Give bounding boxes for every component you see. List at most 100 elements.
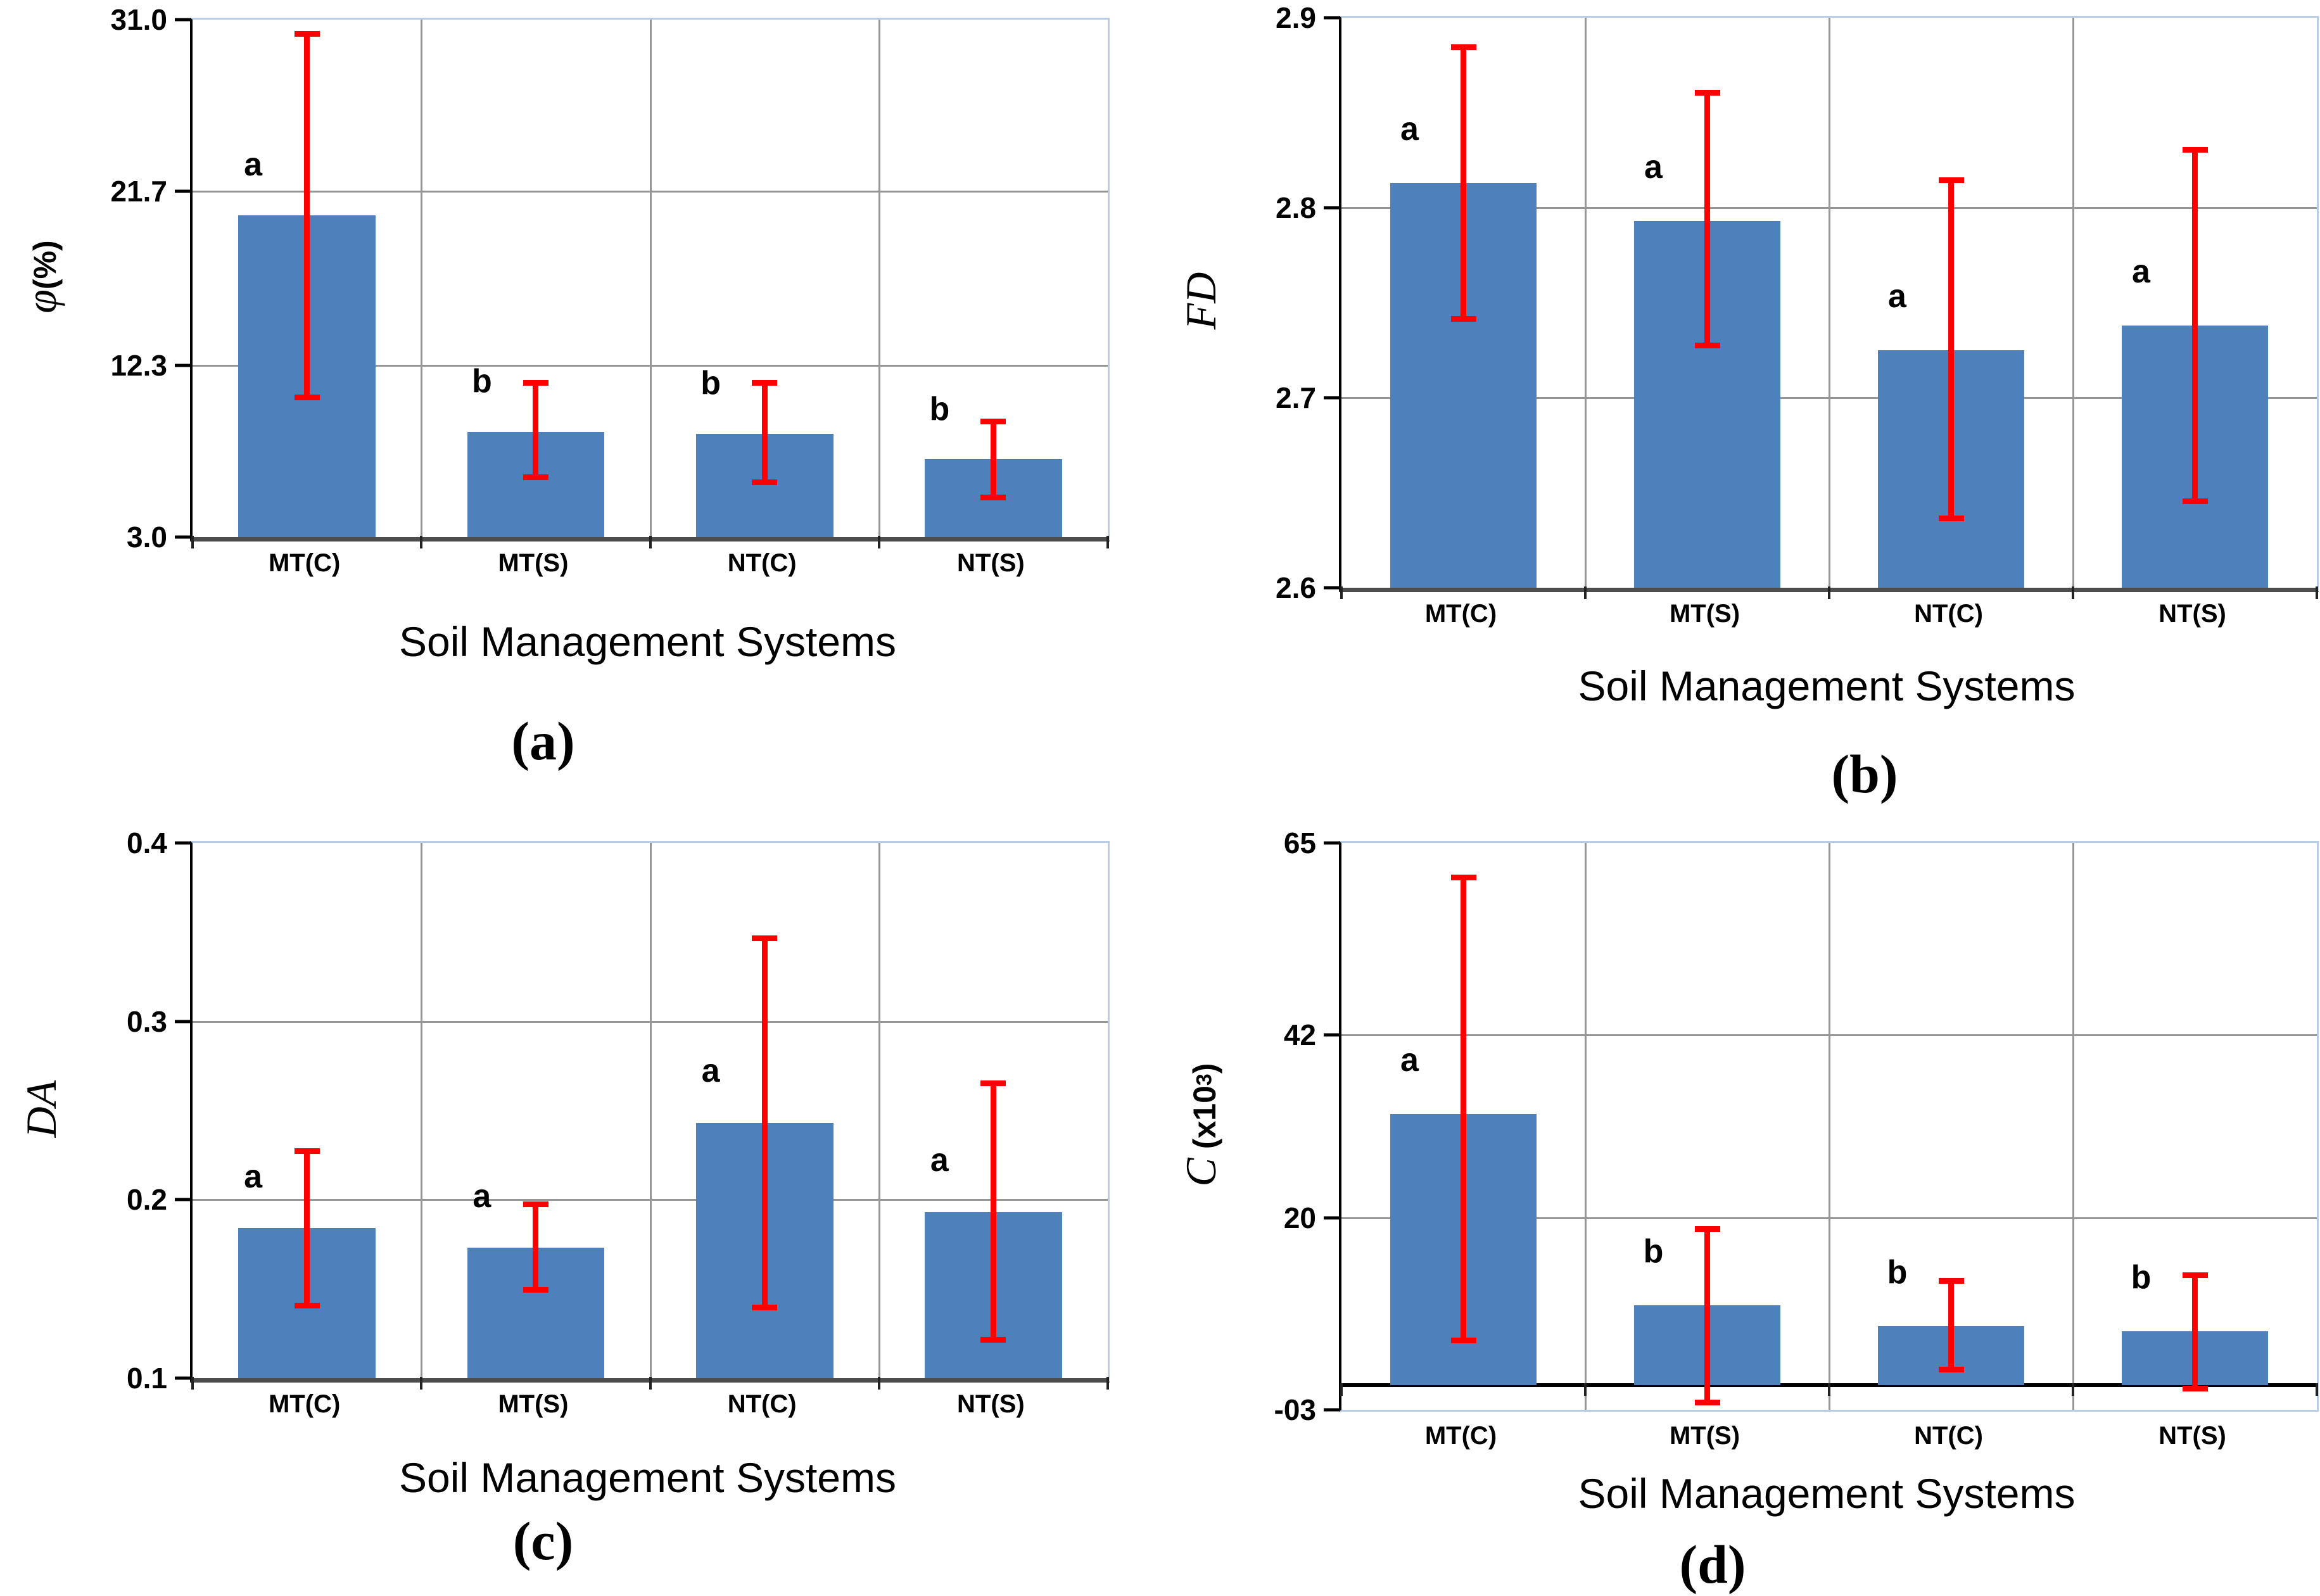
x-category-labels: MT(C) MT(S) NT(C) NT(S) [190, 1390, 1105, 1428]
x-tick-mark [1106, 1377, 1109, 1390]
error-bar [533, 379, 539, 480]
error-bar-top-cap [2182, 1272, 2208, 1278]
y-tick-mark [1324, 841, 1340, 845]
significance-letter: b [2131, 1259, 2152, 1296]
x-tick-mark [420, 536, 423, 548]
error-bar [533, 1201, 539, 1293]
error-bar-top-cap [2182, 147, 2208, 153]
x-tick-mark [1828, 586, 1830, 599]
error-bar-top-cap [294, 30, 320, 37]
category-separator-line [1585, 18, 1587, 588]
y-tick-label: 2.7 [1276, 381, 1316, 414]
error-bar [2192, 1272, 2198, 1392]
error-bar [1948, 1278, 1954, 1372]
y-tick-mark [175, 1376, 191, 1380]
error-bar-bottom-cap [752, 479, 778, 486]
error-bar-top-cap [1938, 1278, 1964, 1284]
significance-letter: b [1643, 1233, 1664, 1270]
y-tick-label: 65 [1283, 826, 1316, 859]
y-tick-label: 42 [1283, 1018, 1316, 1051]
category-label: NT(S) [2158, 600, 2226, 628]
significance-letter: a [701, 1053, 720, 1090]
significance-letter: a [930, 1142, 949, 1179]
chart-panel-b: FD 2.9 2.8 2.7 2.6 a a a a MT(C) MT(S) NT(C) NT(S)… [1160, 0, 2320, 804]
x-axis-title: Soil Management Systems [1578, 662, 2076, 709]
category-label: NT(S) [957, 549, 1025, 577]
error-bar-bottom-cap [1450, 315, 1476, 322]
category-separator-line [421, 20, 423, 537]
error-bar-bottom-cap [294, 395, 320, 401]
category-separator-line [2072, 843, 2074, 1410]
category-separator-line [421, 843, 423, 1378]
error-bar-top-cap [523, 1201, 548, 1208]
x-axis-title: Soil Management Systems [398, 618, 896, 665]
significance-letter: b [471, 362, 492, 400]
error-bar-top-cap [1694, 1226, 1720, 1232]
plot-area: 0.4 0.3 0.2 0.1 a a a a [127, 826, 1110, 1395]
category-label: MT(S) [1669, 600, 1740, 628]
category-label: NT(C) [1914, 600, 1983, 628]
y-axis-label-units: (x10 [1186, 1085, 1222, 1158]
chart-panel-c: DA 0.4 0.3 0.2 0.1 a a a a MT(C) MT(S) NT(C) NT(S)… [0, 801, 1160, 1593]
x-tick-mark [1340, 1383, 1343, 1396]
category-label: MT(C) [1424, 1422, 1497, 1450]
error-bar-top-cap [1694, 90, 1720, 96]
x-tick-mark [1584, 586, 1587, 599]
error-bar-bottom-cap [1938, 1366, 1964, 1372]
error-bar [990, 1080, 996, 1343]
error-bar-bottom-cap [2182, 498, 2208, 504]
significance-letter: b [929, 390, 950, 428]
error-bar-bottom-cap [523, 474, 548, 480]
x-tick-mark [2316, 586, 2318, 599]
y-tick-mark [175, 1020, 191, 1023]
x-tick-mark [877, 536, 880, 548]
error-bar-top-cap [294, 1148, 320, 1154]
category-separator-line [2072, 18, 2074, 588]
x-category-labels: MT(C) MT(S) NT(C) NT(S) [1339, 600, 2314, 638]
category-label: MT(C) [268, 549, 341, 577]
y-tick-mark [175, 535, 191, 539]
y-axis-label-units: (%) [27, 239, 63, 289]
y-tick-label: 20 [1283, 1201, 1316, 1235]
y-tick-mark [175, 841, 191, 845]
error-bar [304, 30, 310, 401]
significance-letter: a [244, 1158, 263, 1195]
x-category-labels: MT(C) MT(S) NT(C) NT(S) [1339, 1422, 2314, 1460]
y-tick-mark [175, 189, 191, 193]
significance-letter: a [472, 1177, 491, 1215]
error-bar [2192, 147, 2198, 504]
error-bar-bottom-cap [980, 1336, 1006, 1343]
error-bar-bottom-cap [1450, 1337, 1476, 1343]
x-category-labels: MT(C) MT(S) NT(C) NT(S) [190, 549, 1105, 587]
error-bar [1461, 875, 1466, 1343]
category-label: MT(S) [498, 1390, 569, 1418]
chart-panel-d: C (x103) 65 42 20 -03 a b b b MT(C) MT(S) NT(C) NT… [1160, 801, 2320, 1595]
category-separator-line [649, 20, 652, 537]
significance-letter: a [1400, 110, 1419, 148]
category-separator-line [649, 843, 652, 1378]
error-bar [304, 1148, 310, 1309]
x-tick-mark [2072, 1383, 2074, 1396]
y-tick-label: 0.3 [127, 1004, 167, 1038]
y-tick-mark [1324, 16, 1340, 20]
error-bar-top-cap [523, 379, 548, 386]
error-bar [1704, 90, 1710, 348]
y-tick-mark [1324, 1216, 1340, 1220]
x-axis-title: Soil Management Systems [1578, 1470, 2076, 1517]
x-tick-mark [1584, 1383, 1587, 1396]
significance-letter: b [1887, 1254, 1908, 1291]
error-bar-top-cap [752, 379, 778, 386]
y-tick-mark [1324, 1033, 1340, 1037]
y-axis-label-symbol: DA [16, 1080, 65, 1137]
error-bar-bottom-cap [1694, 343, 1720, 348]
error-bar [1461, 44, 1466, 322]
significance-letter: a [1644, 148, 1663, 186]
category-label: NT(C) [1914, 1422, 1983, 1450]
category-label: NT(C) [727, 1390, 797, 1418]
error-bar-top-cap [980, 1080, 1006, 1086]
error-bar [1704, 1226, 1710, 1406]
y-tick-mark [175, 18, 191, 22]
y-tick-mark [1324, 206, 1340, 210]
x-tick-mark [649, 1377, 652, 1390]
